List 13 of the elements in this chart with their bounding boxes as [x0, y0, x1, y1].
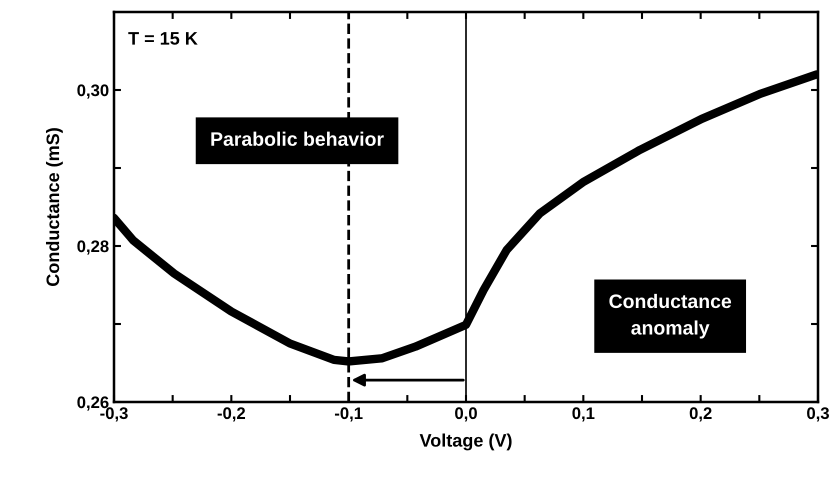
- annotation: Conductance anomaly: [609, 294, 732, 339]
- x-tick-label: 0,2: [690, 407, 712, 422]
- y-tick-label: 0,30: [77, 84, 108, 99]
- x-tick-label: 0,1: [572, 407, 594, 422]
- annotation: Parabolic behavior: [211, 132, 384, 146]
- x-tick-label: 0,3: [807, 407, 829, 422]
- x-tick-label: 0,0: [455, 407, 477, 422]
- annotation: T = 15 K: [128, 32, 198, 45]
- x-tick-label: -0,1: [334, 407, 363, 422]
- y-tick-label: 0,28: [77, 240, 109, 255]
- y-axis-title: Conductance (mS): [46, 128, 63, 286]
- x-tick-label: -0,2: [218, 407, 246, 422]
- x-axis-title: Voltage (V): [420, 434, 512, 450]
